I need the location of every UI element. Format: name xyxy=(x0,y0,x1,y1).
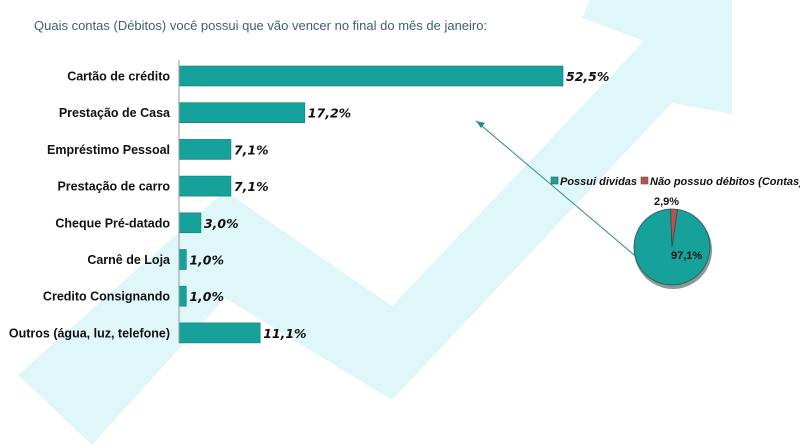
bar xyxy=(178,175,232,197)
bar xyxy=(178,322,261,344)
legend-label-nao-possuo-debitos: Não possuo débitos (Contas) xyxy=(650,176,800,188)
chart-question-title: Quais contas (Débitos) você possui que v… xyxy=(34,18,488,33)
category-label: Empréstimo Pessoal xyxy=(47,143,170,157)
category-label: Prestação de Casa xyxy=(59,106,171,120)
data-label: 1,0% xyxy=(189,289,224,304)
data-label: 7,1% xyxy=(234,179,269,194)
pie-slice-nao-possuo-debitos xyxy=(670,208,678,248)
background-arrow-shape xyxy=(18,0,732,445)
category-label: Cheque Pré-datado xyxy=(55,216,170,230)
pie-callout-arrowhead xyxy=(476,121,485,128)
data-label: 1,0% xyxy=(189,253,224,268)
category-label: Carnê de Loja xyxy=(87,253,171,267)
data-label: 52,5% xyxy=(566,69,609,84)
pie-value-label-possui-dividas: 97,1% xyxy=(671,250,702,262)
pie-value-label-nao-possuo-debitos: 2,9% xyxy=(654,196,679,208)
legend-label-possui-dividas: Possui dividas xyxy=(560,176,637,188)
pie-legend: Possui dividas Não possuo débitos (Conta… xyxy=(550,176,800,188)
bar xyxy=(178,65,564,87)
data-label: 11,1% xyxy=(263,326,306,341)
pie-chart: 97,1% 2,9% xyxy=(633,196,712,289)
data-label: 17,2% xyxy=(308,106,351,121)
data-label: 3,0% xyxy=(204,216,239,231)
category-label: Prestação de carro xyxy=(57,180,170,194)
category-label: Outros (água, luz, telefone) xyxy=(9,326,170,340)
category-label: Credito Consignando xyxy=(43,290,170,304)
legend-swatch-possui-dividas xyxy=(550,176,559,185)
bar xyxy=(178,139,232,160)
bar xyxy=(178,102,306,123)
bar xyxy=(178,285,187,307)
bars-layer: Cartão de crédito 52,5% Prestação de Casa 1… xyxy=(9,65,609,344)
data-label: 7,1% xyxy=(234,142,269,157)
legend-swatch-nao-possuo-debitos xyxy=(640,176,649,185)
bar xyxy=(178,249,187,270)
category-label: Cartão de crédito xyxy=(67,70,170,84)
bar xyxy=(178,212,202,234)
